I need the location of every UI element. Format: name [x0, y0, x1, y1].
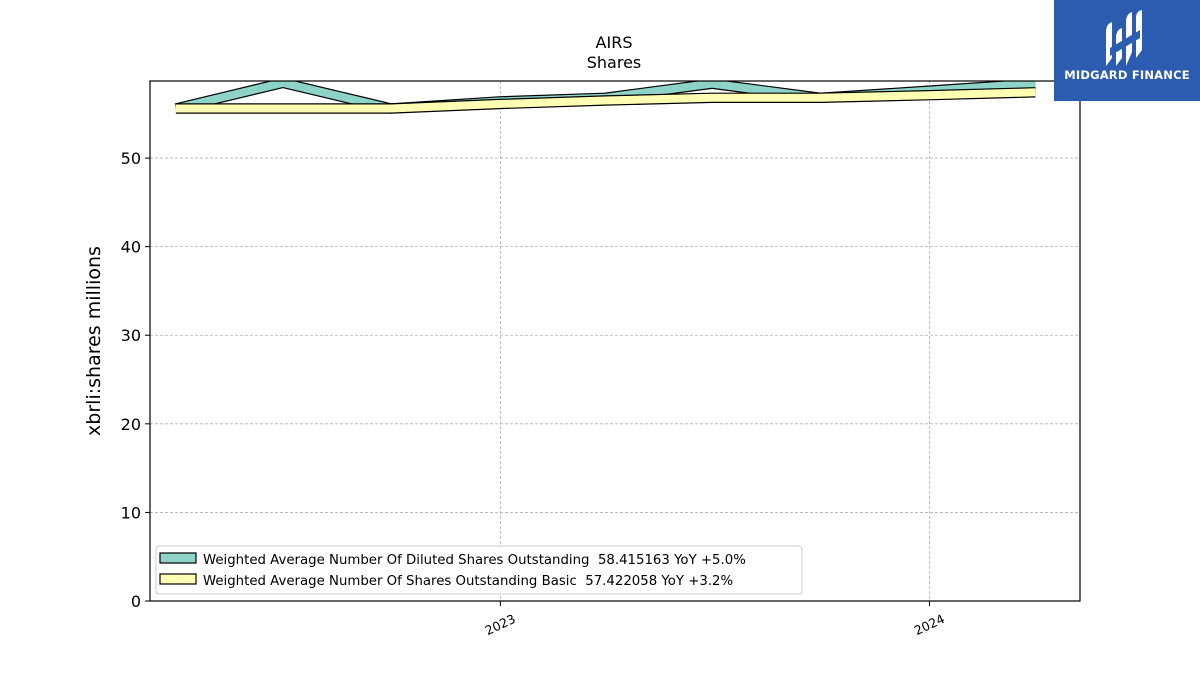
legend-frame [155, 545, 803, 595]
logo-text: MIDGARD FINANCE [1064, 68, 1190, 82]
plot-frame [149, 80, 1081, 602]
series-group [174, 81, 1036, 114]
chart-title: AIRS [596, 33, 633, 52]
series-basic-point [1035, 92, 1036, 93]
x-tick-label: 2024 [912, 611, 947, 638]
y-tick-label: 0 [131, 592, 141, 611]
series-basic-point [820, 97, 821, 98]
midgard-finance-logo: MIDGARD FINANCE [1054, 0, 1200, 101]
series-basic-point [605, 100, 606, 101]
series-basic-point [499, 104, 500, 105]
y-tick-label: 30 [121, 326, 141, 345]
chart-subtitle: Shares [587, 53, 642, 72]
x-tick-label: 2023 [483, 611, 518, 638]
x-axis: 2023 2024 [483, 601, 947, 638]
midgard-logo-icon [1106, 10, 1142, 66]
y-axis: 0 10 20 30 40 50 [121, 149, 150, 611]
legend-swatch-diluted [159, 552, 197, 564]
y-tick-label: 20 [121, 415, 141, 434]
legend: Weighted Average Number Of Diluted Share… [155, 545, 803, 595]
y-tick-label: 50 [121, 149, 141, 168]
series-basic-point [391, 108, 392, 109]
series-basic-point [282, 108, 283, 109]
series-diluted-point [1035, 83, 1036, 84]
grid [150, 81, 1080, 601]
series-basic-point [712, 97, 713, 98]
series-basic-point [175, 108, 176, 109]
legend-label-basic: Weighted Average Number Of Shares Outsta… [203, 574, 733, 589]
y-tick-label: 10 [121, 503, 141, 522]
series-diluted-point [712, 83, 713, 84]
series-basic-line [175, 88, 1036, 113]
legend-label-diluted: Weighted Average Number Of Diluted Share… [203, 553, 746, 568]
series-diluted-point [282, 82, 283, 83]
series-basic-point [928, 95, 929, 96]
legend-swatch-basic [159, 573, 197, 585]
y-axis-label: xbrli:shares millions [83, 246, 105, 436]
y-tick-label: 40 [121, 238, 141, 257]
